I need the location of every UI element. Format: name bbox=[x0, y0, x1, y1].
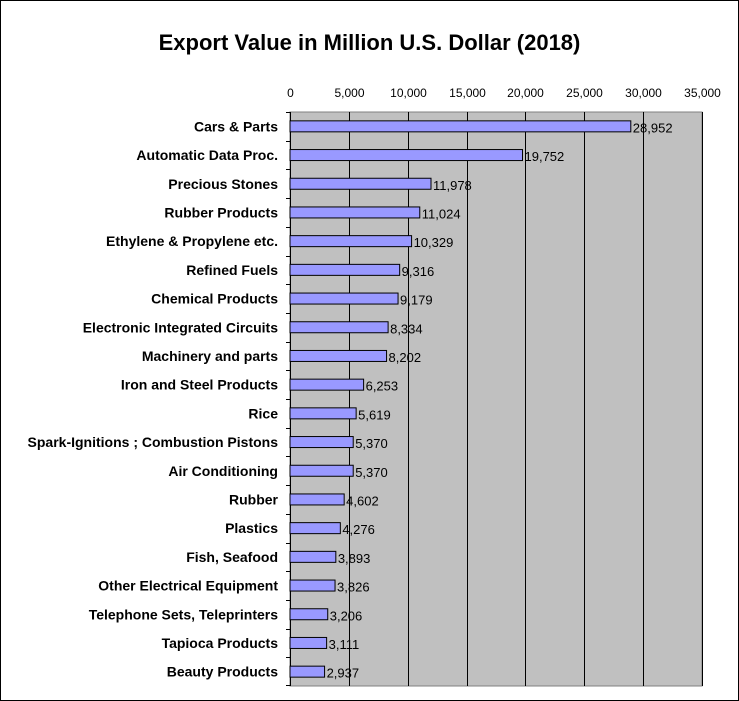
category-label: Rice bbox=[248, 405, 278, 421]
data-label: 5,370 bbox=[355, 465, 388, 480]
bar bbox=[289, 636, 328, 649]
x-tick-label: 0 bbox=[287, 86, 294, 100]
bar bbox=[289, 436, 354, 449]
data-label: 11,978 bbox=[433, 178, 472, 193]
category-label: Rubber Products bbox=[164, 204, 278, 220]
data-label: 19,752 bbox=[525, 149, 565, 164]
category-label: Rubber bbox=[229, 491, 279, 507]
bar bbox=[289, 608, 329, 621]
chart-title: Export Value in Million U.S. Dollar (201… bbox=[158, 30, 581, 55]
data-label: 8,202 bbox=[389, 350, 422, 365]
data-label: 9,316 bbox=[402, 264, 435, 279]
category-label: Electronic Integrated Circuits bbox=[83, 319, 278, 335]
bar bbox=[289, 579, 336, 592]
bar bbox=[289, 321, 389, 334]
category-label: Air Conditioning bbox=[168, 463, 278, 479]
category-label: Cars & Parts bbox=[194, 118, 278, 134]
x-tick-label: 5,000 bbox=[334, 86, 364, 100]
x-tick-label: 30,000 bbox=[625, 86, 662, 100]
category-label: Plastics bbox=[225, 520, 278, 536]
category-label: Iron and Steel Products bbox=[121, 377, 278, 393]
bar bbox=[289, 522, 341, 535]
category-label: Ethylene & Propylene etc. bbox=[106, 233, 278, 249]
data-label: 2,937 bbox=[327, 666, 360, 681]
bar bbox=[289, 292, 399, 305]
x-tick-label: 35,000 bbox=[684, 86, 721, 100]
bar bbox=[289, 263, 401, 276]
x-tick-label: 25,000 bbox=[566, 86, 603, 100]
bar bbox=[289, 120, 632, 133]
bar bbox=[289, 493, 345, 506]
data-label: 3,893 bbox=[338, 551, 371, 566]
data-label: 4,602 bbox=[346, 493, 379, 508]
category-label: Refined Fuels bbox=[186, 262, 278, 278]
plot-area bbox=[289, 111, 703, 687]
data-label: 3,111 bbox=[329, 637, 360, 652]
category-label: Machinery and parts bbox=[142, 348, 278, 364]
x-tick-label: 10,000 bbox=[390, 86, 427, 100]
data-label: 3,826 bbox=[337, 580, 370, 595]
data-label: 10,329 bbox=[414, 235, 454, 250]
category-label: Beauty Products bbox=[167, 664, 278, 680]
bar bbox=[289, 665, 326, 678]
category-label: Fish, Seafood bbox=[186, 549, 278, 565]
bar bbox=[289, 378, 365, 391]
bar bbox=[289, 149, 524, 162]
category-label: Precious Stones bbox=[168, 176, 278, 192]
x-tick-label: 20,000 bbox=[507, 86, 544, 100]
x-tick-label: 15,000 bbox=[449, 86, 486, 100]
data-label: 5,370 bbox=[355, 436, 388, 451]
data-label: 8,334 bbox=[390, 321, 423, 336]
bar bbox=[289, 235, 413, 248]
category-label: Automatic Data Proc. bbox=[136, 147, 278, 163]
bar bbox=[289, 349, 388, 362]
data-label: 3,206 bbox=[330, 608, 363, 623]
bar bbox=[289, 550, 337, 563]
category-label: Other Electrical Equipment bbox=[98, 578, 278, 594]
data-label: 4,276 bbox=[342, 522, 375, 537]
category-label: Tapioca Products bbox=[162, 635, 279, 651]
data-label: 11,024 bbox=[422, 206, 461, 221]
bar bbox=[289, 206, 421, 219]
data-label: 6,253 bbox=[366, 379, 399, 394]
data-label: 9,179 bbox=[400, 293, 433, 308]
data-label: 28,952 bbox=[633, 120, 673, 135]
bar bbox=[289, 407, 357, 420]
bar bbox=[289, 177, 432, 190]
category-label: Chemical Products bbox=[151, 291, 278, 307]
data-label: 5,619 bbox=[358, 407, 391, 422]
category-label: Spark-Ignitions ; Combustion Pistons bbox=[28, 434, 279, 450]
bar bbox=[289, 464, 354, 477]
category-label: Telephone Sets, Teleprinters bbox=[89, 606, 279, 622]
